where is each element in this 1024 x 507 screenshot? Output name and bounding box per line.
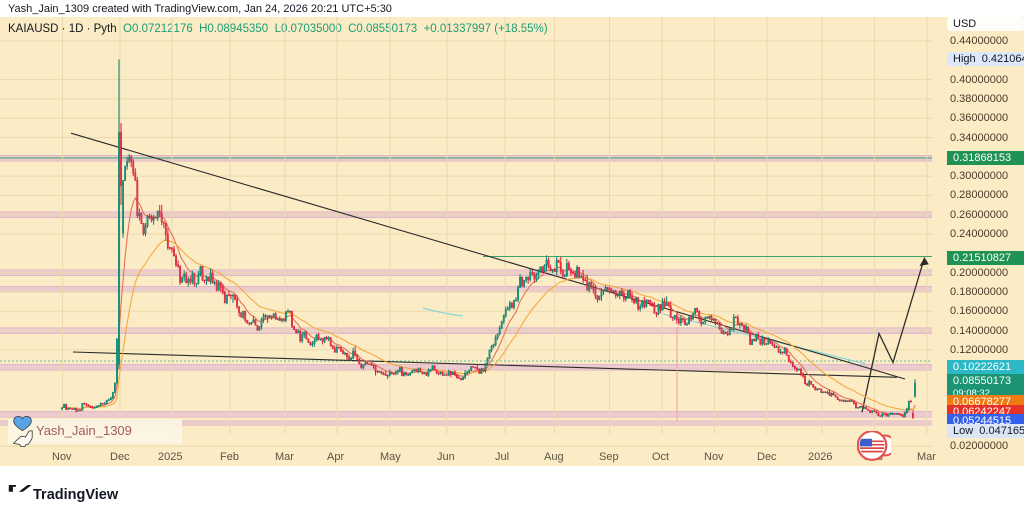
svg-text:TradingView: TradingView (33, 487, 119, 503)
